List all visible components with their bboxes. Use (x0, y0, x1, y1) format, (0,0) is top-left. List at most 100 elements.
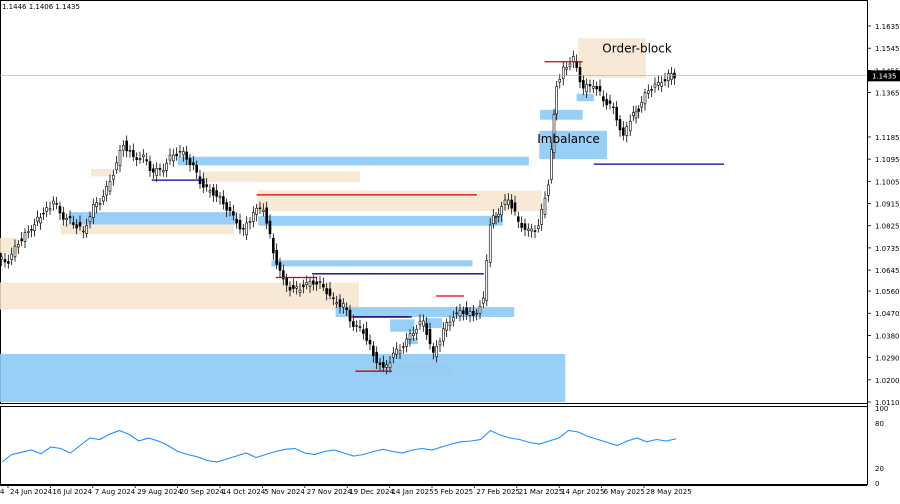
time-tick-label: 29 Aug 2024 (137, 488, 182, 496)
candle-body (458, 310, 462, 317)
candle-body (3, 259, 7, 263)
price-series-layer (0, 50, 676, 375)
candle-body (36, 216, 39, 222)
candle-body (647, 90, 650, 94)
candle-body (335, 302, 338, 305)
candle-body (102, 196, 105, 202)
candle-body (125, 140, 128, 152)
candle-body (42, 212, 45, 215)
candle-body (172, 154, 175, 162)
candle-body (598, 85, 602, 92)
candle-body (82, 230, 85, 233)
candle-body (33, 224, 36, 231)
candle-body (235, 218, 238, 224)
candle-body (595, 86, 598, 90)
order-block-zone (60, 223, 235, 235)
time-tick-label: 27 Feb 2025 (476, 488, 520, 496)
oscillator-level-label: 20 (875, 465, 884, 473)
imbalance-zone (390, 319, 415, 332)
candle-body (395, 348, 398, 355)
time-tick-label: 14 Oct 2024 (222, 488, 266, 496)
candle-body (352, 321, 355, 327)
candle-body (452, 317, 455, 322)
candle-body (428, 328, 432, 345)
candle-body (608, 100, 612, 104)
candle-body (312, 280, 315, 285)
candle-body (258, 207, 262, 210)
oscillator-frame (0, 406, 868, 485)
price-tick-label: 1.1365 (875, 90, 900, 98)
current-price-badge (868, 70, 900, 82)
imbalance-zone (177, 156, 529, 166)
candle-body (510, 199, 513, 209)
time-tick-label: 27 Nov 2024 (307, 488, 352, 496)
candle-body (445, 322, 448, 331)
candle-body (372, 345, 375, 357)
imbalance-label: Imbalance (537, 132, 599, 146)
candle-body (95, 202, 98, 208)
candle-body (178, 151, 182, 153)
time-tick-label: 16 Jul 2024 (52, 488, 92, 496)
candle-body (345, 307, 348, 310)
candle-body (298, 289, 302, 293)
oscillator-level-label: 80 (875, 420, 884, 428)
candle-body (588, 84, 592, 87)
candle-body (500, 206, 503, 216)
candle-body (568, 63, 572, 67)
candle-body (408, 333, 412, 340)
order-block-zone (0, 238, 18, 253)
candle-body (628, 121, 632, 132)
candle-body (7, 261, 10, 264)
candle-body (27, 231, 30, 233)
candle-body (435, 346, 438, 358)
candle-body (108, 181, 112, 192)
oscillator-layer (1, 429, 677, 463)
candle-body (355, 325, 358, 327)
candle-body (278, 262, 282, 271)
oscillator-line (1, 429, 677, 463)
candle-body (205, 184, 208, 187)
candle-body (132, 150, 135, 158)
candle-body (592, 86, 595, 89)
candle-body (322, 284, 325, 288)
candle-body (602, 96, 605, 102)
candle-body (520, 222, 523, 228)
candle-body (165, 162, 168, 171)
candle-body (507, 199, 510, 206)
candle-body (582, 80, 585, 89)
imbalance-zone (258, 215, 503, 226)
candle-body (155, 168, 158, 176)
candle-body (122, 145, 125, 151)
price-axis: 1.16351.15451.14551.13651.11851.10951.10… (867, 23, 900, 407)
candle-body (338, 299, 342, 308)
zones-layer (0, 38, 646, 402)
candle-body (540, 208, 543, 225)
candle-body (202, 178, 205, 188)
candle-body (442, 328, 445, 342)
candle-body (285, 278, 288, 286)
time-tick-label: 20 Sep 2024 (180, 488, 225, 496)
price-tick-label: 1.0825 (875, 223, 900, 231)
candle-body (425, 323, 428, 336)
candle-body (39, 217, 42, 224)
candle-body (422, 320, 425, 327)
candle-body (158, 168, 162, 170)
candle-body (572, 56, 575, 63)
time-tick-label: 5 Nov 2024 (264, 488, 305, 496)
candle-body (85, 225, 88, 234)
time-tick-label: 6 May 2025 (604, 488, 645, 496)
imbalance-zone (576, 93, 594, 102)
candle-body (162, 170, 165, 173)
candle-body (302, 284, 305, 288)
candle-body (388, 362, 392, 369)
candle-body (282, 270, 285, 280)
candle-body (482, 297, 485, 304)
price-tick-label: 1.0380 (875, 332, 900, 340)
candle-body (358, 326, 362, 328)
candle-body (488, 224, 492, 263)
candle-body (238, 219, 242, 230)
candle-body (145, 159, 148, 162)
candle-body (188, 158, 192, 166)
